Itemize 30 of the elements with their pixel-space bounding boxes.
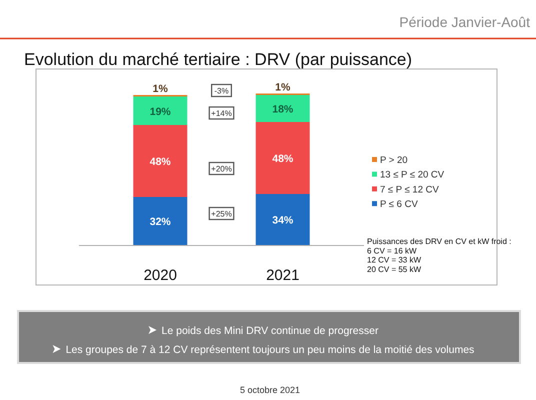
text: Période Janvier-Août — [399, 14, 530, 30]
text: Les groupes de 7 à 12 CV représentent toujours un peu moins de la moitié des volumes — [66, 344, 474, 356]
legend-label: P > 20 — [380, 155, 408, 166]
x-tick-label: 2021 — [266, 267, 300, 284]
text: Le poids des Mini DRV continue de progresser — [162, 325, 379, 337]
bar — [133, 125, 188, 197]
annotation: +14% — [211, 109, 232, 118]
bar — [133, 197, 188, 245]
annotation: +20% — [211, 164, 232, 174]
data-label: 48% — [272, 153, 294, 165]
x-tick-label: 2020 — [144, 267, 177, 284]
data-label: 19% — [150, 106, 172, 118]
chart-title: Evolution du marché tertiaire : DRV (par puissance) — [24, 50, 412, 69]
bar — [256, 194, 310, 245]
data-label: 48% — [150, 156, 172, 168]
data-label: 18% — [272, 104, 294, 116]
data-label: 32% — [150, 216, 172, 228]
data-label: 34% — [272, 214, 294, 226]
text: 5 octobre 2021 — [240, 385, 300, 395]
annotation: -3% — [214, 86, 229, 96]
data-label: 1% — [152, 83, 168, 95]
legend-label: 13 ≤ P ≤ 20 CV — [380, 170, 445, 181]
annotation: +25% — [211, 210, 232, 218]
legend-label: 7 ≤ P ≤ 12 CV — [380, 184, 440, 196]
text: Puissances des DRV en CV et kW froid : 6 CV = 16 kW 12 CV = 33 kW 20 CV = 55 kW — [367, 237, 512, 274]
bar — [133, 96, 188, 125]
bar — [256, 122, 310, 194]
data-label: 1% — [275, 82, 291, 94]
legend-label: P ≤ 6 CV — [380, 199, 418, 210]
bar — [256, 95, 310, 122]
